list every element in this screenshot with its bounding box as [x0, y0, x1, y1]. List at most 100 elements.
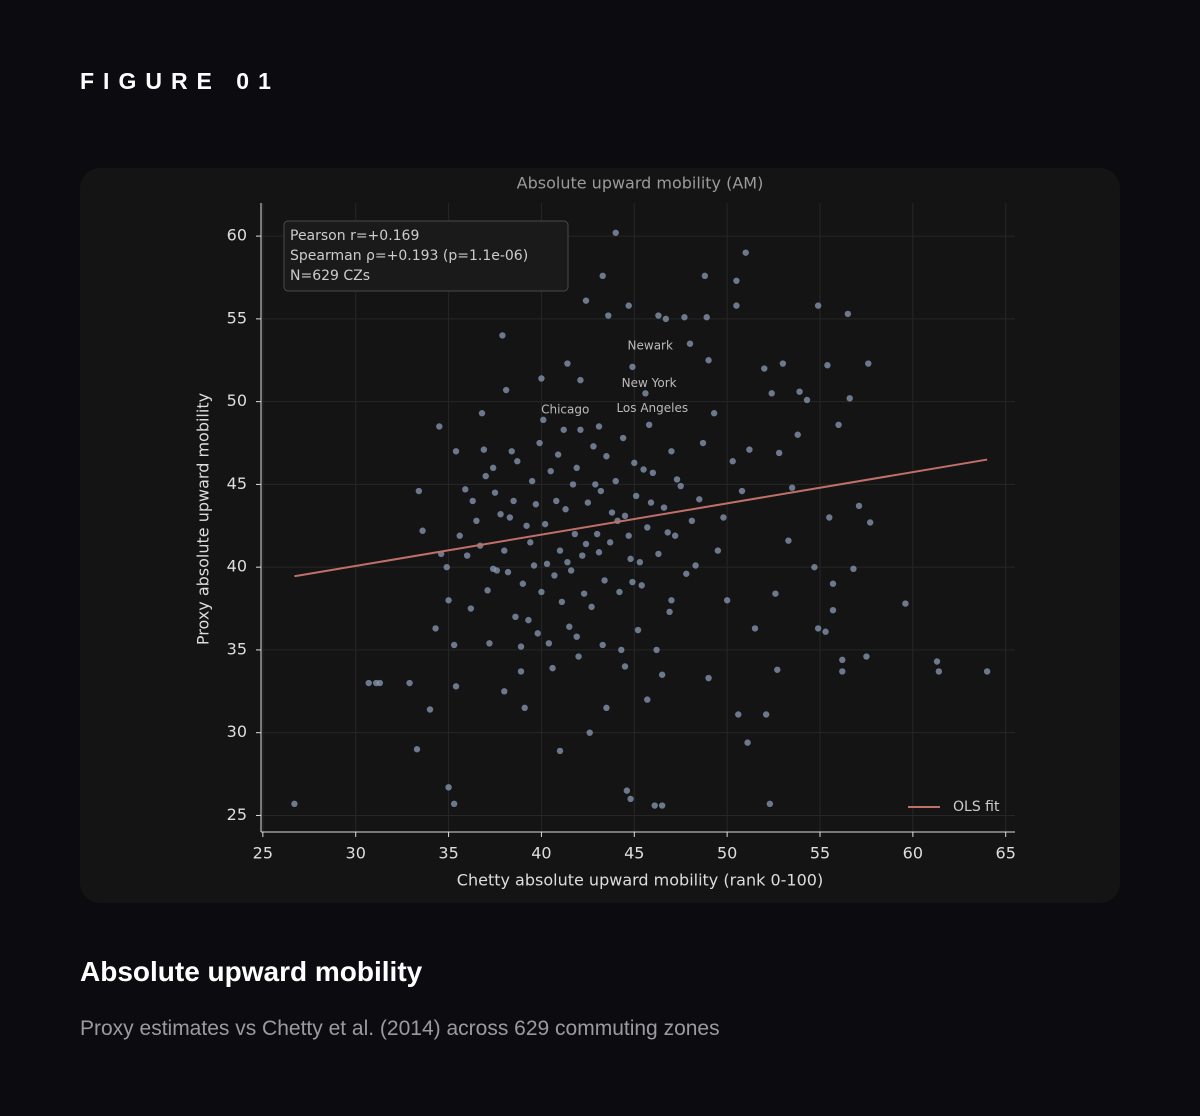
- scatter-point: [525, 616, 532, 624]
- scatter-point: [796, 388, 803, 395]
- scatter-point: [406, 679, 413, 687]
- caption-text: Proxy estimates vs Chetty et al. (2014) …: [80, 1017, 720, 1040]
- scatter-point: [536, 439, 543, 447]
- x-tick-label: 50: [717, 844, 737, 863]
- scatter-point: [532, 501, 540, 508]
- scatter-point: [692, 562, 699, 569]
- scatter-point: [902, 600, 909, 607]
- scatter-point: [426, 706, 434, 713]
- city-annotation: Chicago: [541, 402, 589, 416]
- scatter-point: [473, 517, 480, 525]
- scatter-point: [850, 565, 857, 573]
- y-tick-label: 25: [227, 805, 247, 824]
- scatter-point: [480, 446, 488, 453]
- scatter-point: [621, 663, 629, 670]
- scatter-point: [512, 613, 519, 621]
- scatter-point: [538, 375, 545, 382]
- scatter-point: [603, 704, 610, 712]
- scatter-point: [612, 477, 619, 485]
- scatter-point: [599, 641, 606, 649]
- scatter-point: [562, 506, 569, 513]
- scatter-point: [603, 453, 610, 460]
- scatter-point: [655, 550, 662, 558]
- scatter-point: [523, 522, 530, 529]
- scatter-point: [803, 396, 811, 404]
- scatter-point: [419, 527, 426, 534]
- chart-title: Absolute upward mobility (AM): [517, 174, 764, 193]
- scatter-point: [983, 668, 991, 675]
- scatter-point: [629, 363, 636, 371]
- scatter-point: [623, 787, 631, 794]
- scatter-point: [829, 580, 837, 587]
- x-axis-label: Chetty absolute upward mobility (rank 0-…: [457, 871, 823, 890]
- scatter-point: [723, 597, 731, 604]
- y-tick-label: 50: [227, 391, 247, 410]
- scatter-point: [580, 590, 588, 597]
- scatter-point: [506, 514, 514, 521]
- scatter-point: [785, 537, 792, 544]
- scatter-point: [592, 481, 599, 488]
- scatter-point: [640, 466, 647, 473]
- scatter-point: [662, 315, 670, 323]
- scatter-point: [742, 249, 749, 256]
- y-tick-label: 30: [227, 722, 247, 741]
- city-annotation: New York: [622, 376, 677, 390]
- scatter-point: [584, 499, 592, 506]
- scatter-point: [497, 510, 504, 518]
- scatter-point: [445, 597, 452, 604]
- scatter-point: [489, 464, 497, 472]
- scatter-point: [579, 552, 586, 559]
- scatter-point: [668, 448, 675, 455]
- scatter-point: [705, 674, 712, 682]
- scatter-point: [935, 668, 943, 675]
- scatter-point: [619, 434, 627, 442]
- scatter-point: [452, 448, 460, 455]
- scatter-point: [415, 487, 423, 495]
- scatter-point: [590, 443, 597, 450]
- scatter-point: [686, 340, 694, 347]
- scatter-point: [517, 668, 525, 675]
- scatter-point: [735, 711, 742, 718]
- scatter-point: [577, 376, 584, 384]
- scatter-point: [655, 312, 662, 319]
- scatter-point: [510, 497, 517, 505]
- scatter-point: [696, 496, 703, 503]
- caption-heading: Absolute upward mobility: [80, 956, 423, 987]
- scatter-point: [462, 486, 469, 493]
- y-axis-label: Proxy absolute upward mobility: [194, 393, 213, 645]
- scatter-point: [779, 360, 787, 367]
- scatter-point: [772, 590, 779, 597]
- scatter-point: [612, 229, 619, 236]
- scatter-point: [588, 603, 595, 611]
- scatter-point: [651, 802, 658, 809]
- scatter-point: [541, 520, 549, 528]
- scatter-point: [564, 558, 571, 566]
- scatter-point: [376, 679, 384, 687]
- scatter-point: [560, 426, 567, 433]
- scatter-point: [553, 497, 560, 505]
- scatter-point: [528, 477, 536, 485]
- scatter-point: [508, 448, 515, 455]
- scatter-point: [703, 314, 710, 321]
- scatter-point: [664, 529, 671, 536]
- scatter-point: [573, 464, 580, 472]
- scatter-point: [766, 800, 774, 808]
- scatter-point: [547, 467, 554, 475]
- scatter-point: [599, 272, 606, 280]
- scatter-point: [865, 360, 872, 367]
- scatter-point: [432, 625, 439, 632]
- x-tick-label: 35: [438, 844, 458, 863]
- scatter-point: [595, 549, 603, 556]
- scatter-point: [521, 704, 528, 712]
- scatter-point: [551, 572, 558, 579]
- scatter-point: [482, 472, 489, 480]
- scatter-point: [549, 664, 556, 672]
- scatter-point: [677, 482, 684, 490]
- scatter-point: [794, 431, 801, 438]
- scatter-point: [788, 484, 796, 491]
- scatter-point: [638, 582, 645, 589]
- scatter-point: [616, 588, 623, 596]
- scatter-point: [738, 487, 746, 495]
- y-tick-label: 60: [227, 226, 247, 245]
